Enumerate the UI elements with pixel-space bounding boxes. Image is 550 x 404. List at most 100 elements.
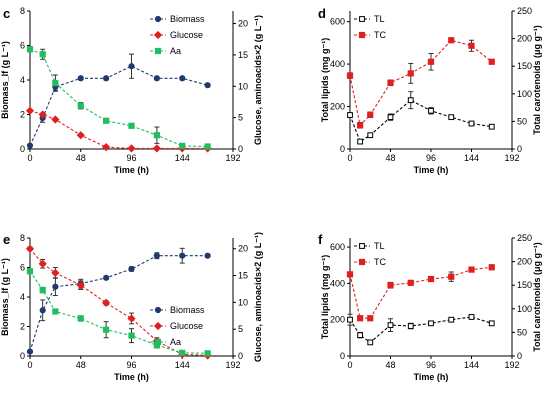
y-tick-label: 0 [340, 144, 345, 154]
y2-tick-label: 20 [238, 244, 248, 254]
data-point [428, 320, 434, 327]
data-point [51, 115, 60, 124]
y2-tick-label: 10 [238, 297, 248, 307]
legend-marker [154, 338, 162, 346]
legend-label: TC [374, 30, 386, 40]
legend: Biomass Glucose Aa [150, 305, 205, 347]
x-tick-label: 144 [175, 360, 190, 370]
legend-label: TL [374, 241, 385, 251]
data-point [367, 111, 374, 118]
x-tick-label: 48 [385, 153, 395, 163]
data-point [179, 252, 186, 259]
legend-marker [153, 30, 163, 40]
series-biomass [26, 53, 211, 149]
y-tick-label: 6 [20, 263, 25, 273]
y2-tick-label: 250 [517, 6, 532, 16]
chart-panel-d: d0 48 96 144 1920200400600050100150200250Tim… [318, 6, 542, 175]
legend-label: Glucose [170, 30, 203, 40]
data-point [52, 80, 59, 87]
legend-label: Biomass [170, 305, 205, 315]
x-tick-label: 0 [27, 360, 32, 370]
data-point [204, 143, 211, 150]
data-point [39, 51, 46, 58]
data-point [76, 281, 85, 290]
series-line [349, 99, 492, 143]
data-point [387, 282, 394, 289]
legend-marker [359, 16, 365, 22]
y-tick-label: 4 [20, 292, 25, 302]
data-point [346, 72, 354, 79]
series-aa [26, 268, 211, 357]
data-point [488, 123, 495, 130]
data-point [103, 274, 110, 281]
data-point [367, 315, 374, 322]
legend: Biomass Glucose Aa [150, 14, 205, 56]
data-point [347, 112, 353, 118]
y-tick-label: 0 [20, 351, 25, 361]
data-point [51, 268, 60, 277]
data-point [127, 144, 136, 153]
legend-marker [154, 306, 162, 314]
data-point [128, 332, 135, 339]
data-point [468, 314, 475, 320]
data-point [179, 75, 186, 82]
y-tick-label: 400 [330, 278, 345, 288]
x-axis-title: Time (h) [414, 372, 449, 382]
data-point [103, 326, 110, 333]
data-point [39, 307, 46, 314]
y2-tick-label: 150 [517, 280, 532, 290]
x-axis-title: Time (h) [114, 372, 149, 382]
series-line [29, 48, 208, 148]
x-axis-title: Time (h) [114, 165, 149, 175]
legend-marker [358, 31, 366, 39]
y-axis-title: Biomass_lf (g L⁻¹) [0, 41, 10, 119]
legend: TL TC [354, 241, 386, 267]
data-point [427, 275, 435, 283]
data-point [488, 320, 495, 327]
x-tick-label: 48 [385, 360, 395, 370]
y2-tick-label: 0 [238, 144, 243, 154]
y-tick-label: 2 [20, 322, 25, 332]
series-line [349, 266, 492, 319]
y2-tick-label: 10 [238, 81, 248, 91]
x-tick-label: 0 [27, 153, 32, 163]
legend-marker [153, 321, 163, 331]
data-point [103, 75, 110, 82]
data-point [204, 82, 211, 89]
panel-letter: d [318, 6, 326, 21]
data-point [77, 75, 84, 82]
y-tick-label: 8 [20, 6, 25, 16]
y-tick-label: 6 [20, 41, 25, 51]
y-axis-title: Total lipids (mg g⁻¹) [320, 255, 330, 340]
y-tick-label: 200 [330, 102, 345, 112]
data-point [38, 110, 47, 119]
data-point [367, 132, 374, 139]
data-point [153, 132, 160, 139]
y-tick-label: 600 [330, 17, 345, 27]
legend-label: Aa [170, 337, 181, 347]
data-point [448, 114, 455, 121]
data-point [102, 143, 111, 152]
y-tick-label: 0 [340, 351, 345, 361]
data-point [25, 106, 35, 115]
data-point [26, 142, 34, 149]
y-axis-title: Total lipids (mg g⁻¹) [320, 38, 330, 123]
data-point [448, 316, 455, 323]
data-point [26, 46, 34, 53]
series-tl [347, 313, 495, 346]
data-point [76, 131, 85, 140]
data-point [407, 97, 414, 104]
x-tick-label: 48 [76, 360, 86, 370]
x-tick-label: 192 [504, 153, 519, 163]
y2-tick-label: 20 [238, 19, 248, 29]
y2-axis-title: Glucose, aminoacids×2 (g L⁻¹) [253, 232, 263, 362]
y-tick-label: 400 [330, 59, 345, 69]
y-axis-title: Biomass_lf (g L⁻¹) [0, 258, 10, 336]
x-tick-label: 96 [426, 153, 436, 163]
legend-marker [154, 15, 162, 23]
series-biomass [26, 247, 211, 355]
x-tick-label: 144 [464, 153, 479, 163]
panel-letter: e [3, 232, 10, 247]
y-tick-label: 200 [330, 315, 345, 325]
